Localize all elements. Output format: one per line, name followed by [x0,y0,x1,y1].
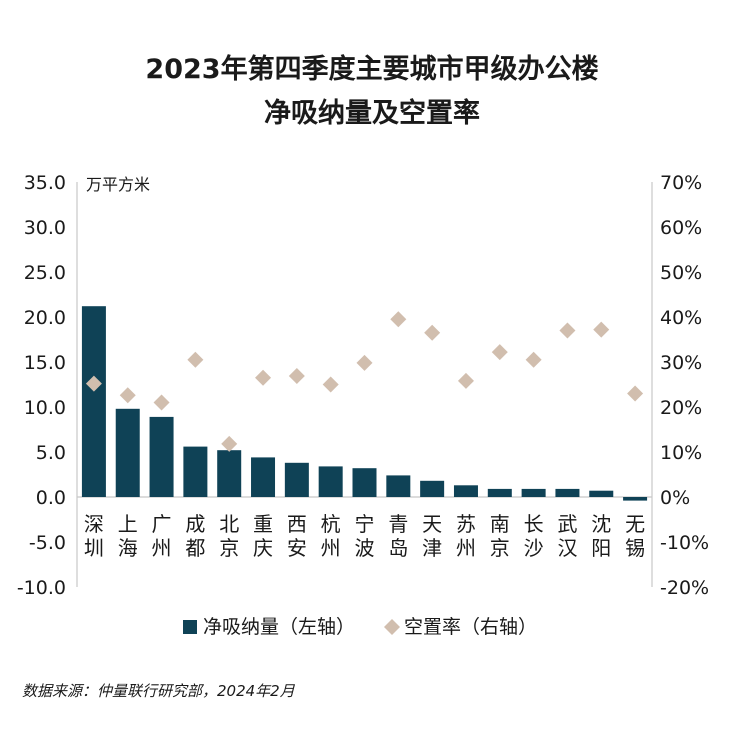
y-right-tick-label: 10% [660,442,702,464]
chart-title: 2023年第四季度主要城市甲级办公楼 净吸纳量及空置率 [0,48,744,136]
x-tick-label-宁波: 宁 [355,512,375,536]
bar-武汉 [555,488,580,497]
x-tick-label-成都: 都 [185,536,205,560]
bar-北京 [217,450,242,497]
y-right-tick-label: 70% [660,172,702,194]
x-tick-label-天津: 津 [422,536,442,560]
y-left-tick-label: -10.0 [17,577,66,599]
bar-宁波 [352,468,377,497]
x-tick-label-天津: 天 [422,512,442,536]
legend-marker-label: 空置率（右轴） [404,616,537,638]
x-tick-label-广州: 广 [152,512,172,536]
x-tick-label-重庆: 重 [253,512,273,536]
y-left-tick-label: 10.0 [24,397,66,419]
vacancy-point-杭州 [322,376,339,393]
x-tick-label-广州: 州 [152,536,172,560]
y-right-tick-label: 20% [660,397,702,419]
x-tick-label-武汉: 武 [557,512,577,536]
x-tick-label-成都: 成 [185,512,205,536]
vacancy-point-无锡 [627,385,644,402]
bar-深圳 [81,306,106,497]
chart-title-line2: 净吸纳量及空置率 [264,98,480,129]
vacancy-point-长沙 [525,351,542,368]
vacancy-point-沈阳 [593,321,610,338]
bar-杭州 [318,466,343,497]
bar-苏州 [453,485,478,497]
y-left-unit-label: 万平方米 [86,175,150,194]
vacancy-point-成都 [187,351,204,368]
vacancy-point-北京 [221,435,238,452]
bar-成都 [183,446,208,497]
legend-bar-swatch [183,620,197,634]
y-right-tick-label: 60% [660,217,702,239]
bar-重庆 [251,457,276,497]
x-tick-label-长沙: 长 [524,512,544,536]
bar-西安 [284,462,309,497]
x-tick-label-南京: 京 [490,536,510,560]
x-tick-label-北京: 京 [219,536,239,560]
vacancy-point-广州 [153,394,170,411]
vacancy-point-上海 [119,387,136,404]
bar-天津 [420,480,445,497]
x-tick-label-西安: 西 [287,512,307,536]
x-tick-label-苏州: 州 [456,536,476,560]
chart-title-line1: 2023年第四季度主要城市甲级办公楼 [145,54,599,85]
vacancy-point-武汉 [559,322,576,339]
x-tick-label-杭州: 杭 [321,512,341,536]
x-tick-label-沈阳: 沈 [591,512,611,536]
x-tick-label-苏州: 苏 [456,512,476,536]
bar-无锡 [623,497,648,501]
vacancy-point-苏州 [457,372,474,389]
legend-marker-swatch [384,619,400,635]
y-right-tick-label: 40% [660,307,702,329]
bar-沈阳 [589,490,614,497]
x-tick-label-西安: 安 [287,536,307,560]
y-left-tick-label: 15.0 [24,352,66,374]
x-tick-label-上海: 上 [118,512,138,536]
vacancy-point-宁波 [356,354,373,371]
vacancy-point-西安 [288,367,305,384]
y-left-tick-label: 35.0 [24,172,66,194]
x-tick-label-沈阳: 阳 [591,536,611,560]
bar-广州 [149,416,174,497]
bar-上海 [115,408,140,497]
y-left-tick-label: 25.0 [24,262,66,284]
y-right-tick-label: -10% [660,532,709,554]
x-tick-label-无锡: 无 [625,512,645,536]
y-right-tick-label: 50% [660,262,702,284]
x-tick-label-北京: 北 [219,512,239,536]
y-left-tick-label: 30.0 [24,217,66,239]
x-tick-label-青岛: 青 [388,512,408,536]
legend-bar-label: 净吸纳量（左轴） [203,616,355,638]
x-tick-label-南京: 南 [490,512,510,536]
x-tick-label-无锡: 锡 [625,536,645,560]
y-left-tick-label: 5.0 [36,442,66,464]
bar-青岛 [386,475,411,497]
x-tick-label-青岛: 岛 [388,536,408,560]
bar-南京 [487,488,512,497]
vacancy-point-青岛 [390,311,407,328]
x-tick-label-杭州: 州 [321,536,341,560]
bar-长沙 [521,488,546,497]
x-tick-label-深圳: 圳 [84,536,104,560]
x-tick-label-武汉: 汉 [557,536,577,560]
vacancy-point-天津 [424,324,441,341]
y-left-tick-label: 20.0 [24,307,66,329]
y-left-tick-label: 0.0 [36,487,66,509]
x-tick-label-宁波: 波 [355,536,375,560]
x-tick-label-重庆: 庆 [253,536,273,560]
vacancy-point-重庆 [255,369,272,386]
y-right-tick-label: -20% [660,577,709,599]
source-note: 数据来源：仲量联行研究部，2024年2月 [22,682,295,700]
y-right-tick-label: 30% [660,352,702,374]
y-left-tick-label: -5.0 [29,532,66,554]
vacancy-point-深圳 [85,375,102,392]
vacancy-point-南京 [491,344,508,361]
x-tick-label-长沙: 沙 [524,536,544,560]
x-tick-label-上海: 海 [118,536,138,560]
y-right-tick-label: 0% [660,487,690,509]
x-tick-label-深圳: 深 [84,512,104,536]
